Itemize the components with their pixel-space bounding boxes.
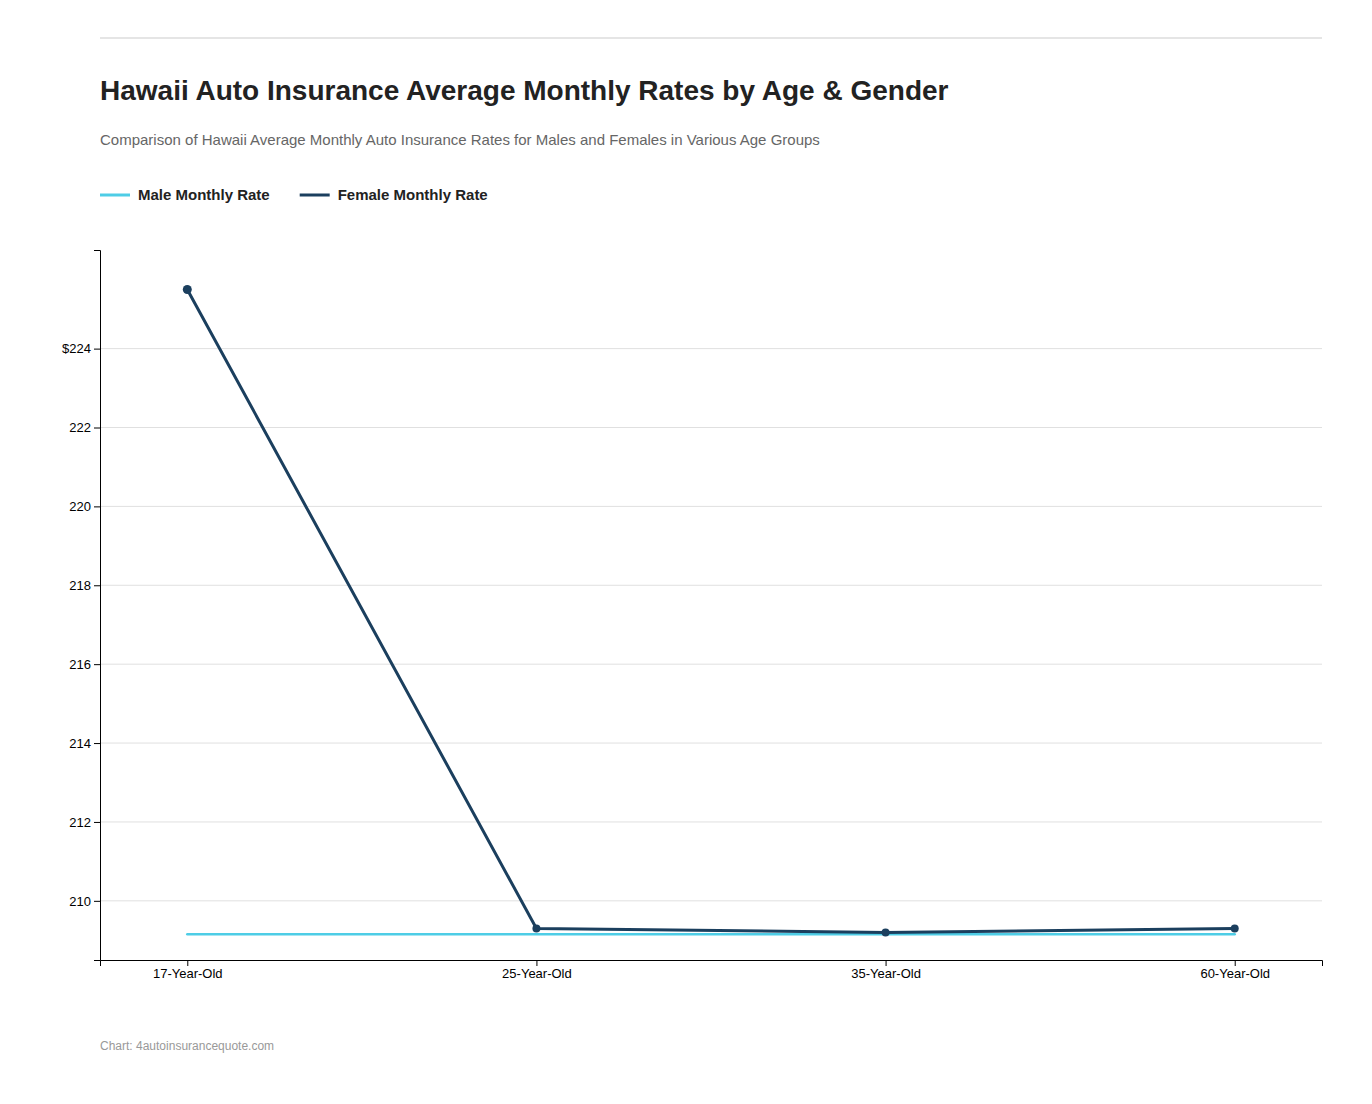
y-tick-mark [94,901,100,902]
y-axis: 210 212 214 216 218 220 222 $224 [62,251,100,961]
chart: Hawaii Auto Insurance Average Monthly Ra… [0,0,1372,1104]
legend-item: Male Monthly Rate [100,186,270,203]
series-marker [1231,924,1239,932]
x-tick-mark [536,960,537,966]
y-tick-mark [94,664,100,665]
grid-line [100,506,1322,507]
grid-line [100,821,1322,822]
grid-line [100,348,1322,349]
y-tick: 214 [69,736,100,751]
y-tick-label: $224 [62,341,91,356]
grid-line [100,585,1322,586]
y-tick: 218 [69,578,100,593]
x-tick: 25-Year-Old [502,960,572,981]
legend-label: Male Monthly Rate [138,186,270,203]
x-tick: 60-Year-Old [1200,960,1270,981]
series-line [187,289,1234,932]
x-tick-mark [886,960,887,966]
y-tick-mark [94,822,100,823]
x-tick-mark [187,960,188,966]
subtitle: Comparison of Hawaii Average Monthly Aut… [100,131,820,148]
y-tick-label: 212 [69,815,91,830]
grid-line [100,900,1322,901]
y-tick-label: 220 [69,499,91,514]
series-line [187,933,1234,936]
series-marker [183,285,192,294]
y-tick: 216 [69,657,100,672]
x-axis-line [101,961,1323,967]
series-marker [532,924,540,932]
y-tick-mark [94,506,100,507]
y-tick-label: 218 [69,578,91,593]
grid [100,349,1322,901]
x-tick: 35-Year-Old [851,960,921,981]
top-rule [100,37,1322,38]
y-tick-mark [94,349,100,350]
grid-line [100,427,1322,428]
x-tick-mark [1235,960,1236,966]
legend-label: Female Monthly Rate [338,186,488,203]
y-tick: 212 [69,815,100,830]
grid-line [100,743,1322,744]
y-tick-label: 222 [69,420,91,435]
y-tick-mark [94,428,100,429]
plot-area [183,285,1239,936]
y-tick: 210 [69,893,100,908]
grid-line [100,664,1322,665]
legend-swatch [100,194,130,197]
y-tick-label: 216 [69,657,91,672]
y-axis-line [94,251,101,961]
y-tick-label: 214 [69,736,91,751]
x-tick-label: 60-Year-Old [1200,966,1270,981]
series-marker [882,928,890,936]
legend-swatch [300,194,330,197]
legend: Male Monthly Rate Female Monthly Rate [100,186,488,203]
y-tick: 220 [69,499,100,514]
x-tick-label: 35-Year-Old [851,966,921,981]
x-axis: 17-Year-Old 25-Year-Old 35-Year-Old 60-Year… [101,960,1323,981]
source: Chart: 4autoinsurancequote.com [100,1039,274,1053]
y-tick-mark [94,585,100,586]
title: Hawaii Auto Insurance Average Monthly Ra… [100,75,949,106]
x-tick: 17-Year-Old [153,960,223,981]
x-tick-label: 25-Year-Old [502,966,572,981]
y-tick: $224 [62,341,100,356]
y-tick: 222 [69,420,100,435]
legend-item: Female Monthly Rate [300,186,488,203]
x-tick-label: 17-Year-Old [153,966,223,981]
y-tick-label: 210 [69,893,91,908]
y-tick-mark [94,743,100,744]
